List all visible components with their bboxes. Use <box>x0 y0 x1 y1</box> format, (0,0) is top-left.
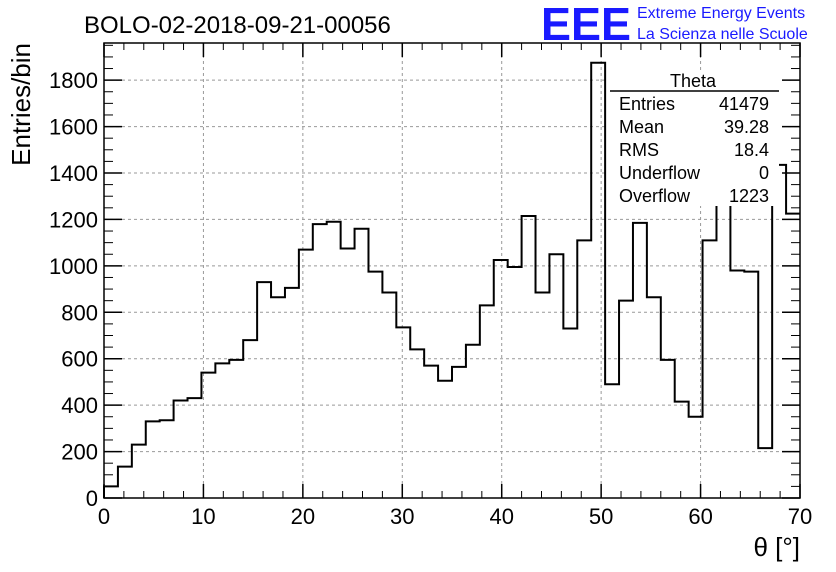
y-tick-label: 0 <box>86 486 98 511</box>
stats-title: Theta <box>670 71 717 91</box>
histogram-line <box>103 61 800 498</box>
axis-ticks: 0 10 20 30 40 50 60 70 0 200 400 600 800 1000 1200 1400… <box>49 43 812 529</box>
y-tick-label: 600 <box>61 347 98 372</box>
x-axis-title: θ [°] <box>753 532 800 562</box>
logo-line2: La Scienza nelle Scuole <box>637 26 808 43</box>
y-tick-label: 400 <box>61 393 98 418</box>
stats-label-underflow: Underflow <box>619 163 701 183</box>
stats-value-mean: 39.28 <box>724 117 769 137</box>
y-tick-label: 1000 <box>49 254 98 279</box>
stats-value-entries: 41479 <box>719 94 769 114</box>
stats-label-overflow: Overflow <box>619 186 691 206</box>
y-tick-label: 1400 <box>49 161 98 186</box>
y-axis-title: Entries/bin <box>6 43 36 166</box>
stats-label-entries: Entries <box>619 94 675 114</box>
logo: EEE Extreme Energy Events La Scienza nel… <box>541 0 808 50</box>
stats-value-rms: 18.4 <box>734 140 769 160</box>
y-tick-label: 1200 <box>49 207 98 232</box>
x-tick-label: 20 <box>291 504 315 529</box>
x-tick-label: 50 <box>589 504 613 529</box>
x-tick-label: 0 <box>98 504 110 529</box>
x-tick-label: 30 <box>390 504 414 529</box>
x-tick-label: 10 <box>191 504 215 529</box>
x-tick-label: 40 <box>489 504 513 529</box>
chart-title: BOLO-02-2018-09-21-00056 <box>84 12 391 39</box>
logo-mark: EEE <box>541 0 631 50</box>
y-tick-label: 1800 <box>49 68 98 93</box>
plot-frame <box>103 42 801 499</box>
y-tick-label: 1600 <box>49 115 98 140</box>
stats-label-rms: RMS <box>619 140 659 160</box>
stats-label-mean: Mean <box>619 117 664 137</box>
stats-value-underflow: 0 <box>759 163 769 183</box>
stats-value-overflow: 1223 <box>729 186 769 206</box>
x-tick-label: 70 <box>788 504 812 529</box>
stats-box-background <box>607 72 779 206</box>
x-tick-label: 60 <box>688 504 712 529</box>
y-tick-label: 200 <box>61 440 98 465</box>
grid-lines <box>104 43 800 498</box>
stats-box: Theta Entries 41479 Mean 39.28 RMS 18.4 … <box>607 71 779 206</box>
y-tick-label: 800 <box>61 300 98 325</box>
logo-line1: Extreme Energy Events <box>637 5 805 22</box>
